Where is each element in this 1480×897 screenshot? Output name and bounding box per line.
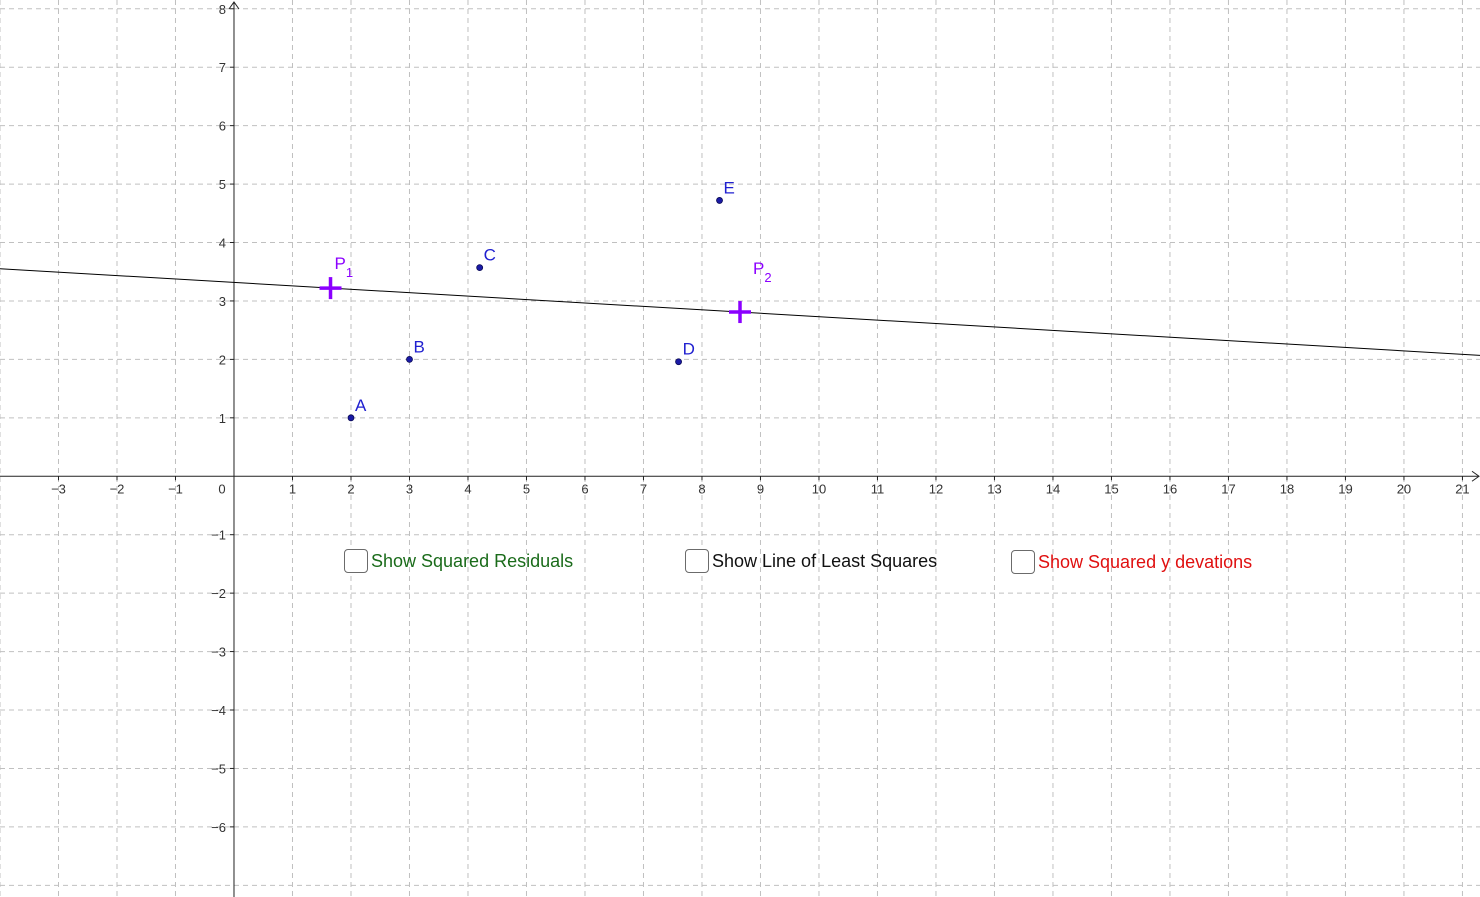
y-tick-label: −4	[211, 703, 226, 718]
y-tick-label: 7	[219, 60, 226, 75]
x-tick-label: 6	[581, 481, 588, 496]
checkbox-label: Show Line of Least Squares	[712, 550, 938, 571]
point-c[interactable]	[476, 264, 484, 272]
x-tick-label: 3	[406, 481, 413, 496]
y-axis-arrow-icon	[228, 1, 240, 10]
y-tick-label: 4	[219, 236, 226, 251]
point-label: A	[355, 396, 367, 415]
x-tick-label: 2	[347, 481, 354, 496]
data-points: A B C D E	[347, 178, 735, 422]
y-tick-label: −6	[211, 820, 226, 835]
point-label: D	[683, 340, 695, 359]
y-tick-label: 3	[219, 294, 226, 309]
y-tick-label: −5	[211, 761, 226, 776]
x-tick-label: 21	[1455, 481, 1469, 496]
x-tick-label: 17	[1221, 481, 1235, 496]
checkbox-box[interactable]	[685, 549, 709, 573]
x-tick-label: 11	[871, 481, 885, 496]
y-tick-label: −1	[211, 528, 226, 543]
point-b[interactable]	[406, 355, 413, 363]
tick-labels: −3 −2 −1 0 1 2 3 4 5 6 7 8 9 10 11 12 13 14 15 16 17 18 19 20 21…	[51, 2, 1470, 835]
show-squared-residuals-checkbox[interactable]: Show Squared Residuals	[344, 549, 573, 573]
checkbox-label: Show Squared Residuals	[371, 550, 574, 571]
x-tick-label: 18	[1280, 481, 1294, 496]
control-points: P1 P2	[319, 254, 772, 324]
x-axis-arrow-icon	[1471, 470, 1480, 482]
y-tick-label: −3	[211, 645, 226, 660]
show-line-of-least-squares-checkbox[interactable]: Show Line of Least Squares	[685, 549, 937, 573]
checkbox-label: Show Squared y devations	[1038, 551, 1253, 572]
x-tick-label: 20	[1397, 481, 1411, 496]
y-tick-label: 1	[219, 411, 226, 426]
x-tick-label: 12	[929, 481, 943, 496]
y-tick-label: 5	[219, 177, 226, 192]
point-label: C	[484, 246, 496, 265]
control-point-subscript: 1	[346, 265, 353, 280]
x-tick-label: 15	[1104, 481, 1118, 496]
x-tick-label: 10	[812, 481, 826, 496]
point-d[interactable]	[675, 358, 682, 366]
x-tick-label: 13	[987, 481, 1001, 496]
y-tick-label: 8	[219, 2, 226, 17]
x-tick-label: 0	[218, 481, 225, 496]
x-tick-label: −3	[51, 481, 66, 496]
x-tick-label: 7	[640, 481, 647, 496]
point-e[interactable]	[716, 197, 723, 204]
point-a[interactable]	[347, 414, 355, 422]
x-tick-label: 16	[1163, 481, 1177, 496]
point-label: B	[413, 337, 424, 356]
checkbox-box[interactable]	[1011, 550, 1035, 574]
x-tick-label: 5	[523, 481, 530, 496]
point-label: E	[724, 178, 735, 197]
x-tick-label: 4	[464, 481, 471, 496]
x-tick-label: −2	[110, 481, 125, 496]
control-point-label: P1	[335, 254, 354, 280]
checkbox-box[interactable]	[344, 549, 368, 573]
y-tick-label: −2	[211, 586, 226, 601]
x-tick-label: 19	[1338, 481, 1352, 496]
x-tick-label: 14	[1046, 481, 1060, 496]
x-tick-label: −1	[168, 481, 183, 496]
show-squared-y-deviations-checkbox[interactable]: Show Squared y devations	[1011, 550, 1252, 574]
control-point-p1[interactable]: P1	[319, 254, 354, 300]
y-tick-label: 6	[219, 119, 226, 134]
x-tick-label: 1	[289, 481, 296, 496]
x-tick-label: 9	[757, 481, 764, 496]
control-point-label: P2	[753, 259, 772, 285]
y-tick-label: 2	[219, 352, 226, 367]
x-tick-label: 8	[698, 481, 705, 496]
control-point-subscript: 2	[764, 270, 771, 285]
